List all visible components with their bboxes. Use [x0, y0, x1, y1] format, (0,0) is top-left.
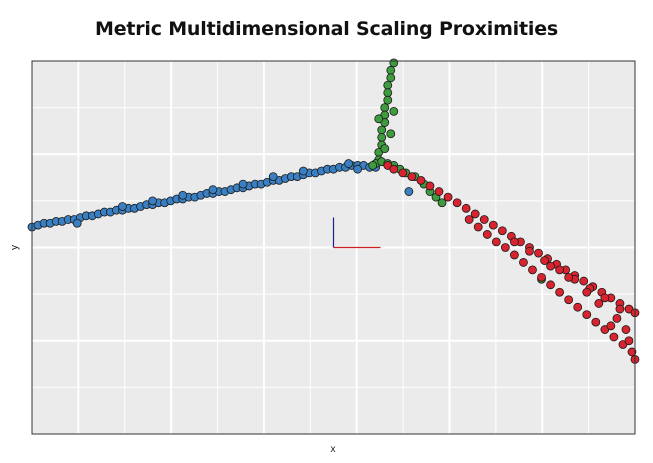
- data-point-red: [582, 310, 592, 320]
- data-point-red: [564, 295, 574, 305]
- data-point-red: [627, 347, 637, 357]
- data-point-green: [380, 103, 390, 113]
- data-point-green: [377, 125, 387, 135]
- data-point-red: [452, 198, 462, 208]
- data-point-red: [621, 325, 631, 334]
- data-point-red: [591, 317, 601, 327]
- data-point-red: [389, 164, 399, 174]
- data-point-red: [470, 209, 480, 219]
- data-point-red: [612, 313, 622, 323]
- data-point-red: [398, 168, 408, 178]
- data-point-red: [534, 248, 543, 258]
- data-point-green: [383, 95, 393, 105]
- data-point-red: [510, 237, 519, 247]
- data-point-blue: [72, 218, 82, 228]
- data-point-red: [540, 256, 549, 265]
- data-point-blue: [298, 166, 308, 176]
- data-point-red: [510, 250, 519, 260]
- data-point-red: [416, 175, 426, 185]
- data-point-red: [407, 172, 417, 182]
- data-point-green: [389, 106, 399, 116]
- data-point-red: [546, 261, 555, 271]
- data-point-blue: [404, 187, 414, 196]
- data-point-red: [546, 280, 555, 290]
- data-point-red: [500, 243, 510, 252]
- plot-frame: [31, 60, 636, 435]
- data-point-red: [606, 321, 616, 331]
- data-point-green: [377, 133, 387, 142]
- data-point-blue: [208, 185, 218, 195]
- data-point-red: [579, 276, 589, 286]
- data-point-red: [615, 304, 625, 314]
- data-point-green: [386, 65, 396, 75]
- data-point-red: [473, 222, 483, 232]
- data-point-blue: [178, 190, 188, 200]
- data-point-blue: [118, 202, 127, 211]
- data-point-red: [488, 220, 498, 230]
- data-point-blue: [353, 164, 363, 174]
- data-point-red: [537, 272, 546, 282]
- y-axis-label: y: [9, 245, 21, 250]
- data-point-blue: [148, 196, 158, 206]
- data-point-blue: [268, 172, 278, 182]
- data-point-green: [380, 144, 390, 154]
- data-point-green: [437, 198, 447, 208]
- data-point-red: [497, 226, 507, 236]
- data-point-green: [383, 80, 393, 90]
- scatter-points: [27, 58, 640, 364]
- data-point-red: [525, 246, 534, 256]
- data-point-red: [594, 299, 604, 308]
- data-point-red: [582, 287, 592, 297]
- data-point-red: [482, 230, 492, 239]
- chart-title: Metric Multidimensional Scaling Proximit…: [94, 18, 558, 40]
- data-point-red: [443, 192, 453, 202]
- data-point-green: [383, 88, 393, 98]
- data-point-green: [386, 129, 396, 139]
- data-point-green: [368, 161, 378, 170]
- center-marker: [332, 217, 381, 249]
- data-point-red: [609, 332, 619, 342]
- data-point-red: [425, 181, 435, 191]
- data-point-red: [528, 265, 537, 275]
- data-point-red: [519, 258, 528, 267]
- data-point-green: [389, 58, 399, 68]
- data-point-blue: [238, 179, 248, 189]
- data-point-green: [374, 114, 384, 124]
- data-point-red: [600, 293, 610, 303]
- data-point-red: [555, 287, 565, 297]
- data-point-red: [573, 302, 583, 312]
- data-point-red: [461, 203, 471, 213]
- data-point-green: [386, 73, 396, 83]
- data-point-red: [491, 237, 501, 247]
- data-point-red: [434, 187, 444, 196]
- data-point-red: [555, 265, 565, 275]
- data-point-red: [479, 215, 489, 224]
- data-point-red: [564, 272, 574, 282]
- x-axis-label: x: [330, 444, 336, 455]
- data-point-blue: [344, 159, 353, 168]
- data-point-red: [464, 215, 474, 224]
- data-point-red: [624, 336, 634, 346]
